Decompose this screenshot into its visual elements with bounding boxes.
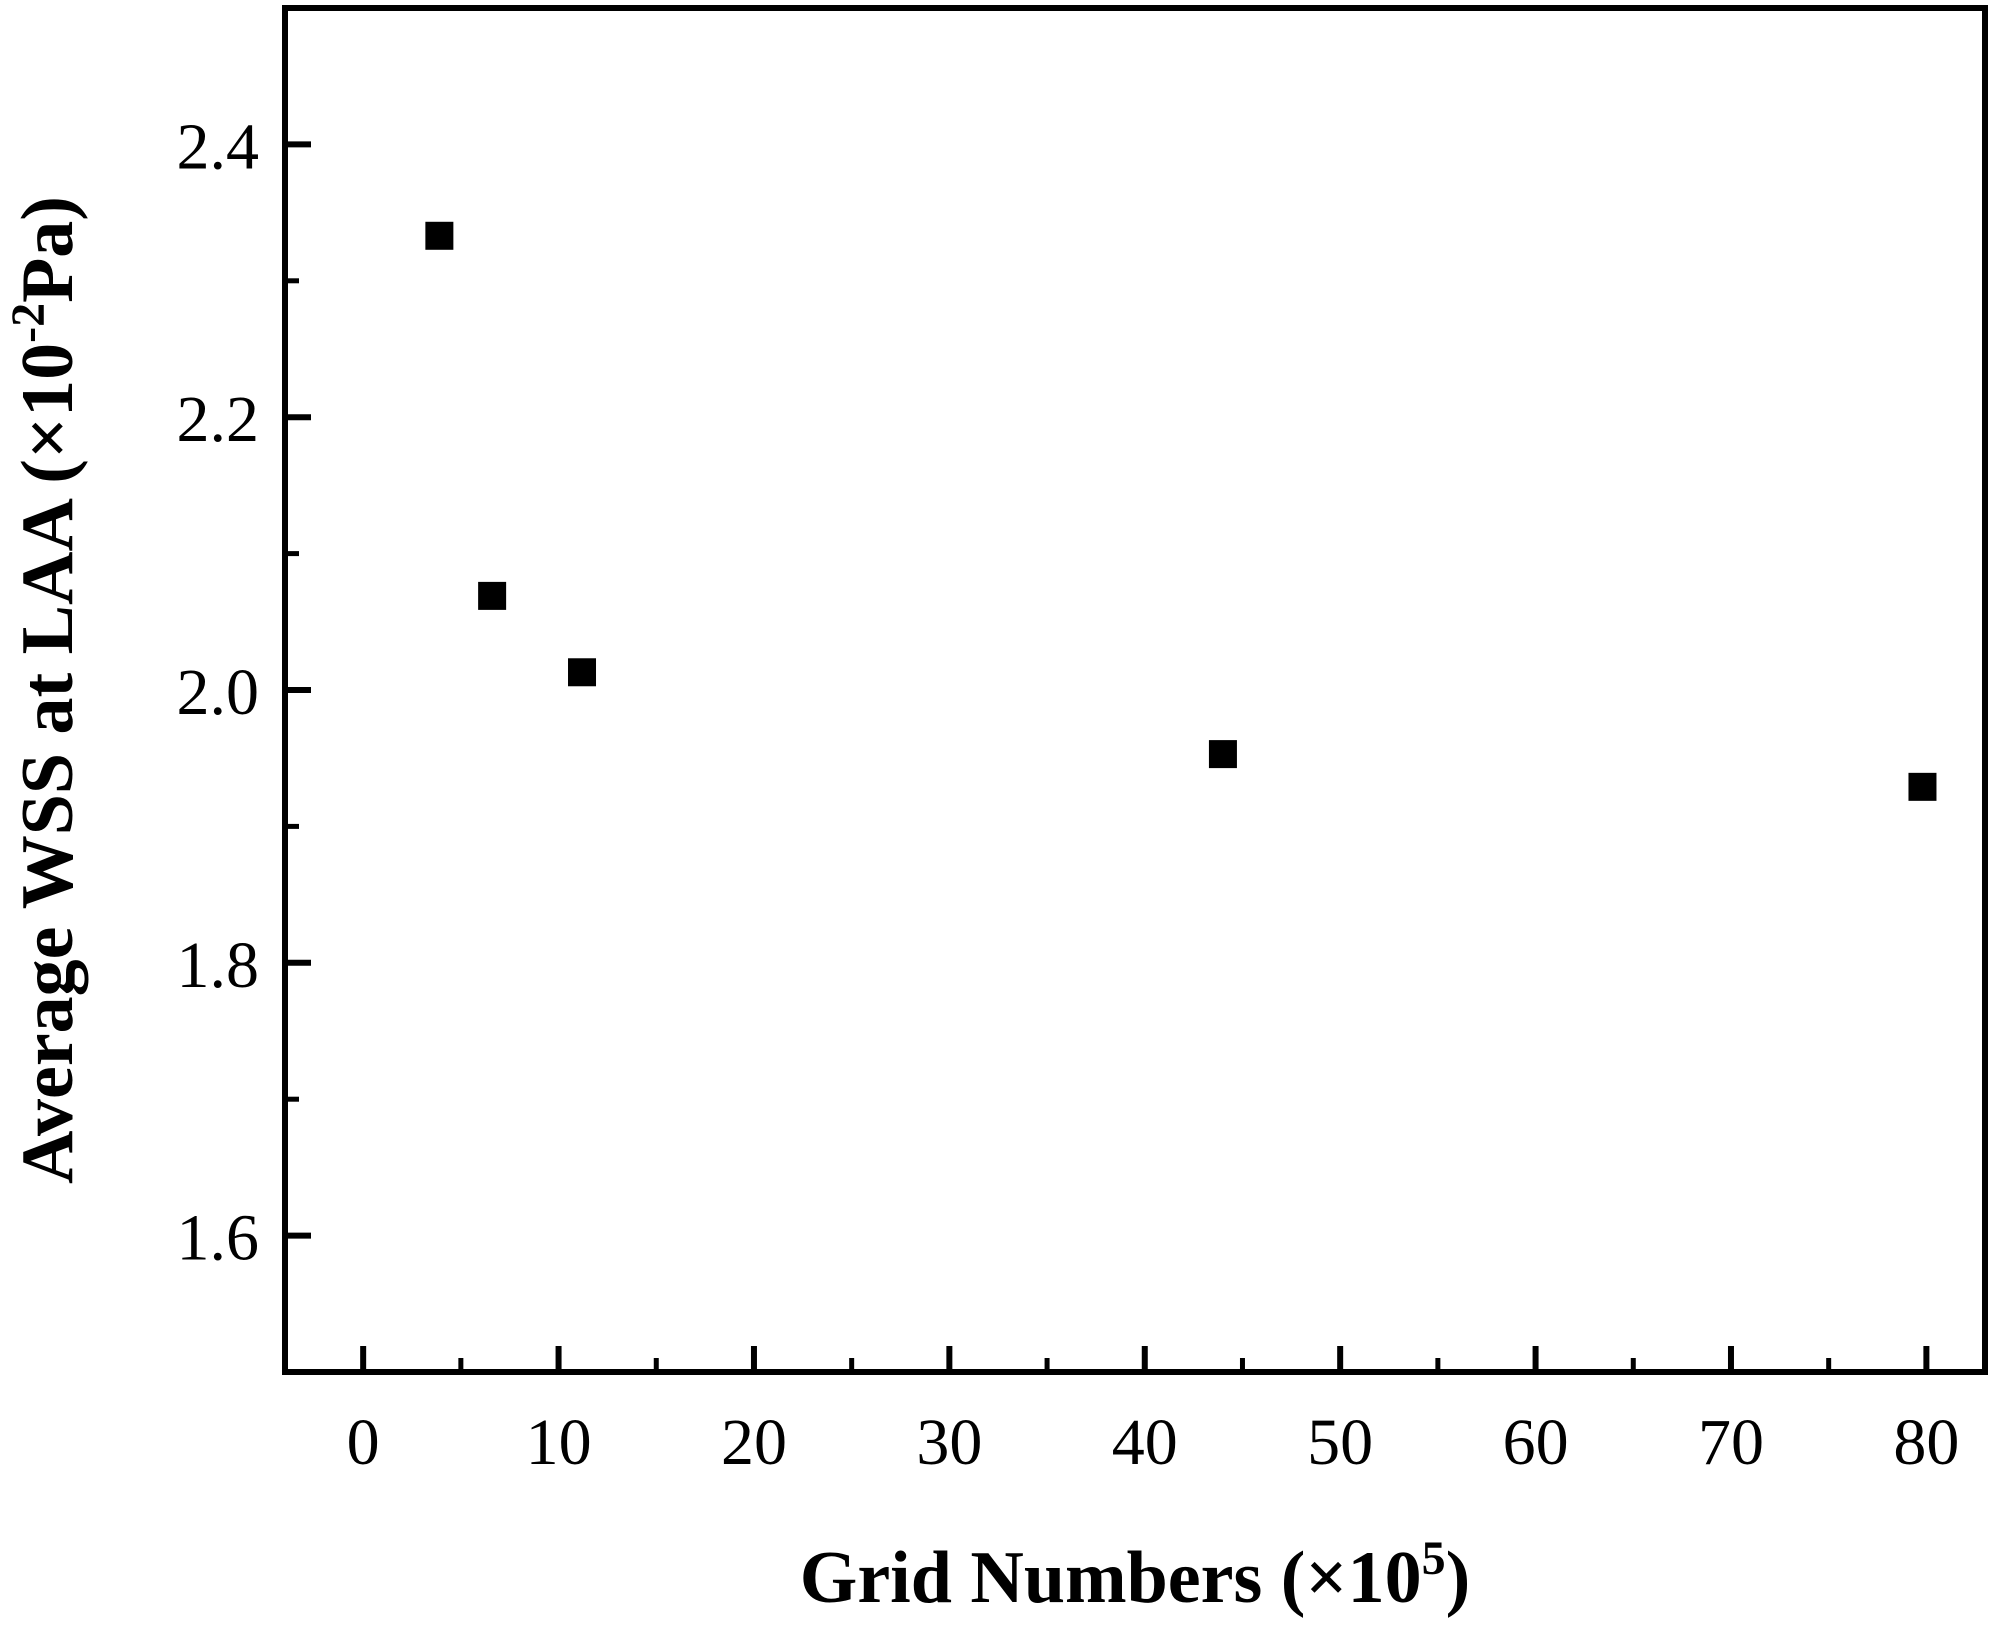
y-tick-label: 1.8 [177, 929, 260, 1002]
y-tick-label: 2.2 [177, 383, 260, 456]
x-tick-label: 0 [347, 1406, 380, 1479]
x-tick-label: 20 [721, 1406, 787, 1479]
y-tick-label: 2.0 [177, 656, 260, 729]
data-points [425, 221, 1937, 801]
x-tick-label: 60 [1503, 1406, 1569, 1479]
x-tick-label: 80 [1893, 1406, 1959, 1479]
data-point-square [1908, 772, 1937, 801]
plot-frame [282, 5, 1988, 1375]
x-tick-label: 30 [916, 1406, 982, 1479]
data-point-square [478, 581, 507, 610]
data-point-square [425, 221, 454, 250]
x-tick-label: 70 [1698, 1406, 1764, 1479]
x-tick-label: 10 [526, 1406, 592, 1479]
x-tick-label: 50 [1307, 1406, 1373, 1479]
data-point-square [568, 658, 597, 687]
y-axis-ticks: 1.6 1.8 2.0 2.2 2.4 [177, 110, 311, 1375]
y-tick-label: 2.4 [177, 110, 260, 183]
y-axis-title: Average WSS at LAA (×10-2Pa) [2, 196, 89, 1184]
x-tick-label: 40 [1112, 1406, 1178, 1479]
data-point-square [1208, 740, 1237, 769]
y-tick-label: 1.6 [177, 1202, 260, 1275]
x-axis-title: Grid Numbers (×105) [800, 1532, 1470, 1619]
x-axis-ticks: 0 10 20 30 40 50 60 70 80 [347, 1346, 1959, 1479]
